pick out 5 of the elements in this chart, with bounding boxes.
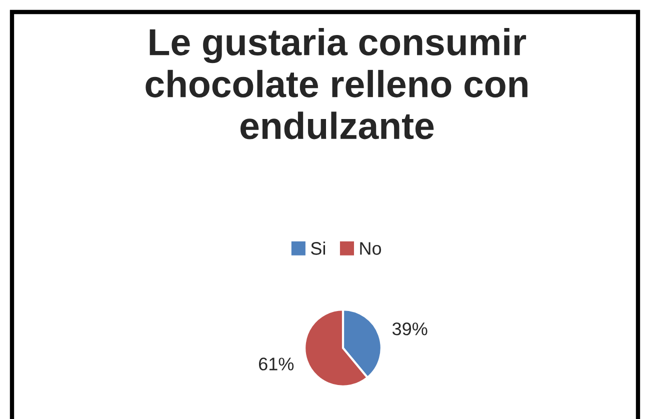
data-label: 61% — [259, 358, 294, 370]
legend-label: No — [360, 242, 382, 255]
chart-title: Le gustaria consumir chocolate relleno con endulzante — [146, 28, 528, 140]
data-label: 39% — [392, 322, 428, 336]
legend-label: Si — [310, 242, 326, 255]
